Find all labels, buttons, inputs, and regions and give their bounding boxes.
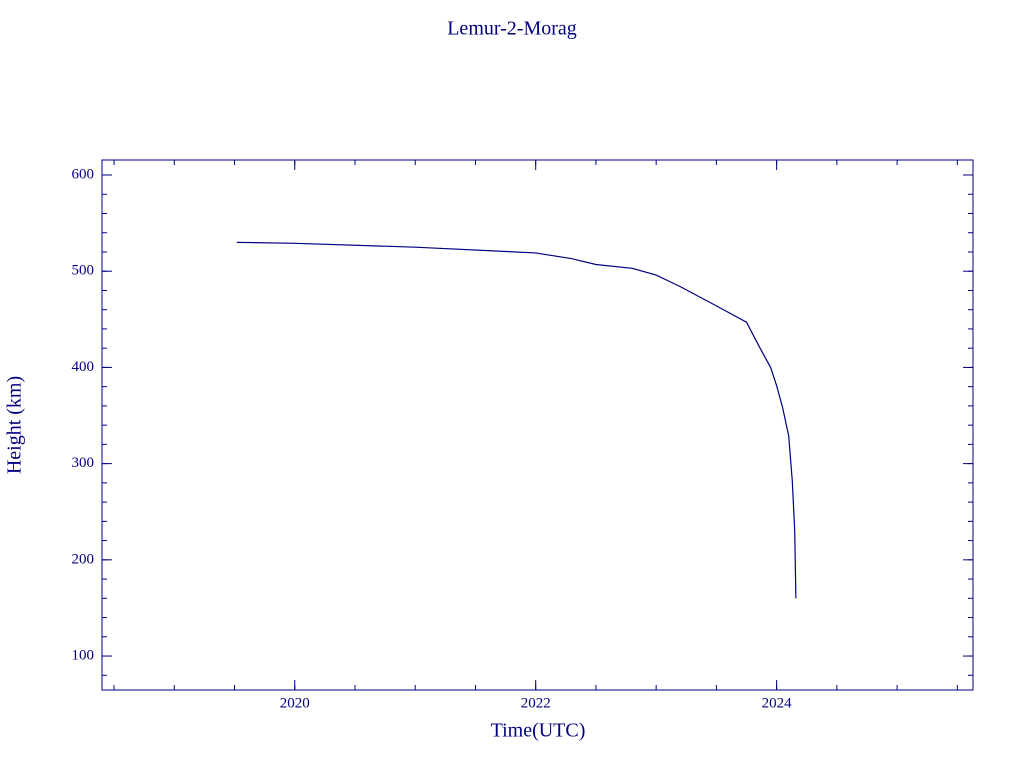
y-tick-label: 400 [72,359,95,375]
x-tick-label: 2022 [521,695,551,711]
y-tick-label: 300 [72,455,95,471]
x-tick-label: 2020 [280,695,310,711]
y-tick-label: 500 [72,263,95,279]
chart-title: Lemur-2-Morag [447,18,577,40]
x-tick-label: 2024 [762,695,793,711]
x-axis-label: Time(UTC) [491,720,586,742]
y-axis-label: Height (km) [4,376,26,474]
y-tick-label: 200 [72,551,95,567]
plot-frame [101,159,974,691]
y-tick-label: 600 [72,166,95,182]
data-line [236,241,797,599]
y-tick-label: 100 [72,647,95,663]
